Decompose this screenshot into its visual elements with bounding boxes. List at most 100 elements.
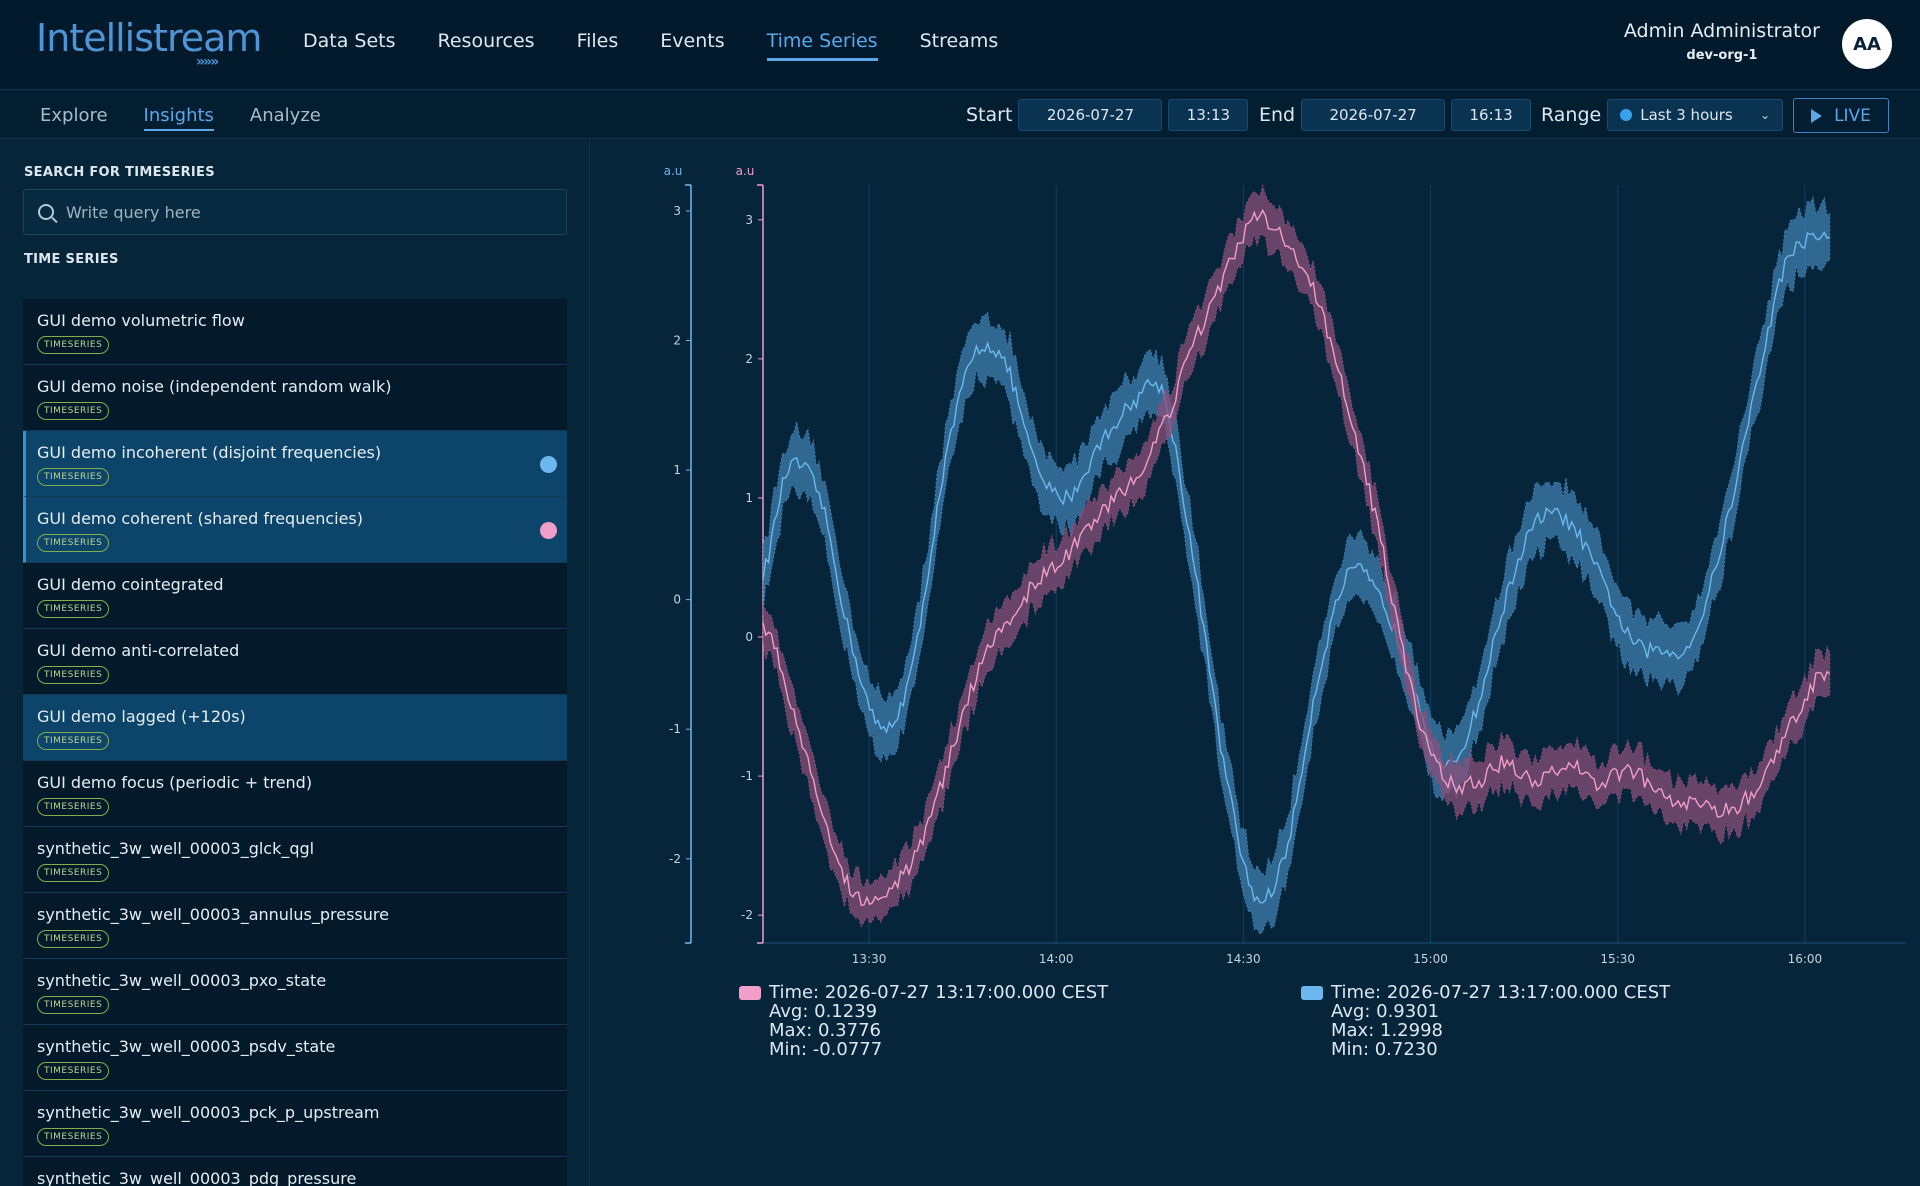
list-item[interactable]: GUI demo coherent (shared frequencies) TI… [23,497,567,563]
nav-data-sets[interactable]: Data Sets [303,30,396,52]
list-item-name: GUI demo volumetric flow [37,311,245,330]
list-item[interactable]: GUI demo volumetric flow TIMESERIES [23,299,567,365]
tab-insights[interactable]: Insights [143,105,214,131]
list-item[interactable]: GUI demo focus (periodic + trend) TIMESER… [23,761,567,827]
tooltip-pink-avg: Avg: 0.1239 [769,1001,878,1022]
list-item[interactable]: synthetic_3w_well_00003_pdg_pressureTIME… [23,1157,567,1186]
blue-series-line [762,230,1831,904]
sub-bar: Explore Insights Analyze Start 2026-07-27 … [0,91,1920,139]
list-item-name: synthetic_3w_well_00003_pdg_pressure [37,1169,357,1186]
series-color-dot[interactable] [540,522,557,539]
left-y-tick-label: -1 [669,722,681,736]
range-control: Range Last 3 hours ⌄ [1541,99,1784,131]
right-y-tick-label: -2 [741,908,753,922]
range-select[interactable]: Last 3 hours ⌄ [1607,99,1784,131]
blue-series-band [762,195,1831,936]
avatar[interactable]: AA [1842,19,1892,69]
tooltip-pink-max: Max: 0.3776 [769,1020,881,1041]
time-series-list: GUI demo volumetric flow TIMESERIES GUI de… [23,299,567,1186]
tooltip-blue-min: Min: 0.7230 [1331,1039,1438,1060]
timeseries-badge: TIMESERIES [37,864,110,882]
search-box [23,189,567,235]
list-item[interactable]: synthetic_3w_well_00003_psdv_state TIMESE… [23,1025,567,1091]
search-title: SEARCH FOR TIMESERIES [24,165,215,180]
list-item[interactable]: GUI demo anti-correlated TIMESERIES [23,629,567,695]
main-nav: Data Sets Resources Files Events Time Series… [303,30,1040,61]
end-label: End [1259,104,1296,126]
list-item-name: GUI demo cointegrated [37,575,224,594]
chart-area: 13:30 14:00 14:30 15:00 15:30 16:00 a.u 3 2 1 0 -1 -… [591,140,1920,1186]
tooltip-blue-avg: Avg: 0.9301 [1331,1001,1440,1022]
play-icon [1811,108,1823,123]
list-item-name: synthetic_3w_well_00003_annulus_pressure [37,905,389,924]
tab-explore[interactable]: Explore [40,105,108,126]
search-icon [38,204,54,220]
logo[interactable]: Intellistream »»» [36,12,262,72]
time-series-chart[interactable]: 13:30 14:00 14:30 15:00 15:30 16:00 a.u 3 2 1 0 -1 -… [591,140,1920,1186]
range-label: Range [1541,104,1602,126]
top-bar: Intellistream »»» Data Sets Resources File… [0,0,1920,90]
left-y-tick-label: 2 [673,333,681,347]
right-y-tick-label: 2 [745,352,753,366]
x-tick-label: 15:00 [1413,952,1448,966]
x-tick-label: 14:30 [1226,952,1261,966]
timeseries-badge: TIMESERIES [37,996,110,1014]
range-status-dot [1620,109,1633,121]
chevron-down-icon: ⌄ [1760,108,1771,122]
end-date-field[interactable]: 2026-07-27 [1301,99,1446,131]
sub-nav: Explore Insights Analyze [40,105,357,131]
list-item[interactable]: synthetic_3w_well_00003_pck_p_upstream TI… [23,1091,567,1157]
start-label: Start [966,104,1013,126]
timeseries-badge: TIMESERIES [37,1062,110,1080]
list-item-name: GUI demo noise (independent random walk) [37,377,392,396]
range-value: Last 3 hours [1640,106,1733,124]
live-button[interactable]: LIVE [1793,98,1889,133]
left-y-tick-label: 3 [673,204,681,218]
nav-events[interactable]: Events [660,30,725,52]
timeseries-badge: TIMESERIES [37,666,110,684]
start-date-field[interactable]: 2026-07-27 [1018,99,1163,131]
nav-files[interactable]: Files [576,30,619,52]
x-tick-label: 14:00 [1039,952,1074,966]
start-control: Start 2026-07-27 13:13 [966,99,1254,131]
left-y-tick-label: 0 [673,593,681,607]
nav-resources[interactable]: Resources [437,30,535,52]
list-item[interactable]: GUI demo cointegrated TIMESERIES [23,563,567,629]
tooltip-pink-time: Time: 2026-07-27 13:17:00.000 CEST [769,982,1109,1003]
series-color-dot[interactable] [540,456,557,473]
end-control: End 2026-07-27 16:13 [1259,99,1537,131]
list-item[interactable]: GUI demo noise (independent random walk)… [23,365,567,431]
tooltip-pink-min: Min: -0.0777 [769,1039,883,1060]
live-label: LIVE [1834,105,1871,126]
x-tick-label: 15:30 [1600,952,1635,966]
user-info[interactable]: Admin Administrator dev-org-1 [1624,20,1820,63]
list-item-name: synthetic_3w_well_00003_pck_p_upstream [37,1103,380,1122]
timeseries-badge: TIMESERIES [37,1128,110,1146]
timeseries-badge: TIMESERIES [37,600,110,618]
list-item-name: synthetic_3w_well_00003_glck_qgl [37,839,315,858]
start-time-field[interactable]: 13:13 [1168,99,1249,131]
tooltip-blue: Time: 2026-07-27 13:17:00.000 CEST Avg: … [1301,983,1670,1059]
list-item[interactable]: GUI demo incoherent (disjoint frequencie… [23,431,567,497]
sidebar: SEARCH FOR TIMESERIES TIME SERIES GUI de… [0,140,590,1186]
list-item[interactable]: GUI demo lagged (+120s) TIMESERIES [23,695,567,761]
end-time-field[interactable]: 16:13 [1451,99,1532,131]
timeseries-badge: TIMESERIES [37,468,110,486]
list-item-name: GUI demo anti-correlated [37,641,240,660]
right-y-unit: a.u [736,164,755,178]
list-item-name: GUI demo focus (periodic + trend) [37,773,313,792]
tab-analyze[interactable]: Analyze [249,105,321,126]
search-input[interactable] [66,202,546,222]
right-y-tick-label: 0 [745,630,753,644]
nav-streams[interactable]: Streams [919,30,999,52]
tooltip-pink-swatch [739,986,761,1000]
tooltip-blue-max: Max: 1.2998 [1331,1020,1443,1041]
list-item[interactable]: synthetic_3w_well_00003_glck_qgl TIMESERI… [23,827,567,893]
list-item-name: synthetic_3w_well_00003_pxo_state [37,971,327,990]
list-item[interactable]: synthetic_3w_well_00003_pxo_state TIMESER… [23,959,567,1025]
list-item-name: GUI demo incoherent (disjoint frequencie… [37,443,382,462]
x-tick-label: 16:00 [1788,952,1823,966]
tooltip-blue-swatch [1301,986,1323,1000]
nav-time-series[interactable]: Time Series [766,30,878,61]
list-item[interactable]: synthetic_3w_well_00003_annulus_pressure… [23,893,567,959]
